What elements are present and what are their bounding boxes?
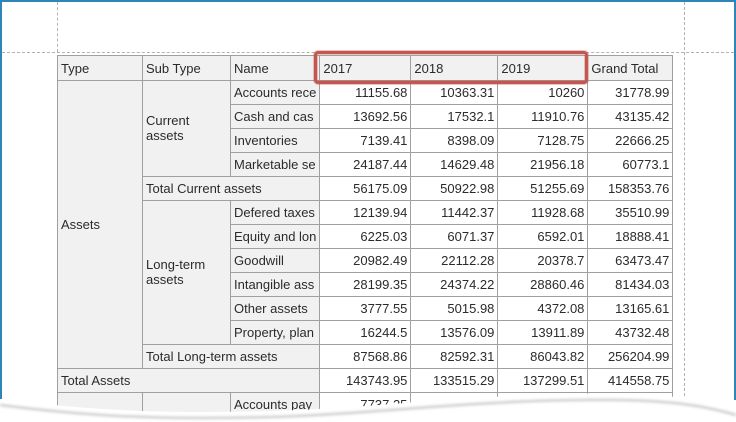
cell-2018[interactable]: 11442.37 [410,200,499,225]
row-header-accounts-receivable[interactable]: Accounts rece [229,80,321,105]
window-border-left [0,0,2,399]
table-row: Intangible ass 28199.35 24374.22 28860.4… [58,272,674,297]
cell-grand-total[interactable]: 13165.61 [587,296,674,321]
cell-grand-total[interactable]: 22666.25 [587,128,674,153]
row-header-marketable-securities[interactable]: Marketable se [229,152,321,177]
print-guide-vertical-left [57,2,58,52]
total-long-term-assets-row: Total Long-term assets 87568.86 82592.31… [58,344,674,369]
cell-grand-total[interactable]: 63473.47 [587,248,674,273]
cell-grand-total[interactable]: 60773.1 [587,152,674,177]
cell-2018[interactable]: 14629.48 [410,152,499,177]
table-row: Assets Current assets Accounts rece 1115… [57,80,674,369]
row-header-total-assets[interactable]: Total Assets [56,368,321,393]
column-header-sub-type[interactable]: Sub Type [142,55,231,81]
cell-2018[interactable]: 17532.1 [410,104,499,129]
window-border-top [0,0,736,2]
cell-2017[interactable]: 3777.55 [319,296,412,321]
row-header-total-long-term-assets[interactable]: Total Long-term assets [141,344,321,369]
cell-2019[interactable]: 137299.51 [497,368,589,393]
cell-2017[interactable]: 12139.94 [319,200,412,225]
cell-2017[interactable]: 28199.35 [319,272,412,297]
cell-2018[interactable]: 24374.22 [410,272,499,297]
cell-2019[interactable]: 21956.18 [497,152,589,177]
cell-grand-total[interactable]: 18888.41 [587,224,674,249]
cell-2019[interactable]: 51255.69 [497,176,589,201]
row-header-goodwill[interactable]: Goodwill [229,248,321,273]
cell-2017[interactable]: 20982.49 [319,248,412,273]
cell-2019[interactable]: 6592.01 [497,224,589,249]
cell-grand-total[interactable]: 81434.03 [587,272,674,297]
cell-2019[interactable]: 11928.68 [497,200,589,225]
cell-grand-total[interactable]: 158353.76 [587,176,674,201]
row-header-other-assets[interactable]: Other assets [229,296,321,321]
row-header-current-assets[interactable]: Current assets [142,80,231,177]
cell-2017[interactable]: 87568.86 [319,344,412,369]
cell-2019[interactable]: 7128.75 [497,128,589,153]
cell-2019[interactable]: 13911.89 [497,320,589,345]
column-header-2017[interactable]: 2017 [319,55,412,81]
cell-2018[interactable]: 6071.37 [410,224,499,249]
row-header-inventories[interactable]: Inventories [229,128,321,153]
table-row: Cash and cas 13692.56 17532.1 11910.76 4… [58,104,674,129]
cell-grand-total[interactable]: 35510.99 [587,200,674,225]
cell-grand-total[interactable]: 43732.48 [587,320,674,345]
cell-2018[interactable]: 13576.09 [410,320,499,345]
row-header-assets[interactable]: Assets [57,80,143,369]
cell-2019[interactable]: 4372.08 [497,296,589,321]
cell-grand-total[interactable]: 256204.99 [587,344,674,369]
cell-2019[interactable]: 86043.82 [497,344,589,369]
cell-grand-total[interactable]: 31778.99 [587,80,674,105]
row-header-cash[interactable]: Cash and cas [229,104,321,129]
cell-2017[interactable]: 7139.41 [319,128,412,153]
column-header-grand-total[interactable]: Grand Total [587,55,674,81]
pivot-table: Type Sub Type Name 2017 2018 2019 Grand … [56,55,674,417]
table-row: Goodwill 20982.49 22112.28 20378.7 63473… [58,248,674,273]
cell-2018[interactable]: 8398.09 [410,128,499,153]
print-guide-horizontal [2,52,734,53]
table-row: Inventories 7139.41 8398.09 7128.75 2266… [58,128,674,153]
window-border-right [734,0,736,400]
column-header-2019[interactable]: 2019 [497,55,589,81]
row-header-long-term-assets[interactable]: Long-term assets [142,200,231,345]
cell-2019[interactable]: 11910.76 [497,104,589,129]
row-header-equity[interactable]: Equity and lon [229,224,321,249]
cell-2017[interactable]: 143743.95 [319,368,412,393]
cell-2017[interactable]: 56175.09 [319,176,412,201]
row-header-total-current-assets[interactable]: Total Current assets [141,176,321,201]
table-row: Other assets 3777.55 5015.98 4372.08 131… [58,296,674,321]
print-guide-vertical-right [684,2,685,396]
column-header-name[interactable]: Name [229,55,321,81]
table-row: Long-term assets Defered taxes 12139.94 … [58,200,674,345]
cell-grand-total[interactable]: 43135.42 [587,104,674,129]
row-header-property-plant[interactable]: Property, plan [229,320,321,345]
cell-2017[interactable]: 6225.03 [319,224,412,249]
cell-2018[interactable]: 10363.31 [410,80,499,105]
cell-2018[interactable]: 5015.98 [410,296,499,321]
cell-2018[interactable]: 82592.31 [410,344,499,369]
cell-2018[interactable]: 50922.98 [410,176,499,201]
row-header-deferred-taxes[interactable]: Defered taxes [229,200,321,225]
cell-2017[interactable]: 11155.68 [319,80,412,105]
total-assets-row: Total Assets 143743.95 133515.29 137299.… [56,368,674,393]
header-row: Type Sub Type Name 2017 2018 2019 Grand … [57,55,674,81]
cell-2019[interactable]: 10260 [497,80,589,105]
cell-2017[interactable]: 16244.5 [319,320,412,345]
torn-edge-wave [0,393,736,422]
table-row: Property, plan 16244.5 13576.09 13911.89… [58,320,674,345]
table-row: Equity and lon 6225.03 6071.37 6592.01 1… [58,224,674,249]
cell-2017[interactable]: 24187.44 [319,152,412,177]
cell-2019[interactable]: 20378.7 [497,248,589,273]
torn-edge-fill [0,393,736,422]
total-current-assets-row: Total Current assets 56175.09 50922.98 5… [58,176,674,201]
cell-2017[interactable]: 13692.56 [319,104,412,129]
cell-2019[interactable]: 28860.46 [497,272,589,297]
column-header-2018[interactable]: 2018 [410,55,499,81]
row-header-intangible-assets[interactable]: Intangible ass [229,272,321,297]
cell-2018[interactable]: 22112.28 [410,248,499,273]
torn-edge-shadow [0,398,736,420]
column-header-type[interactable]: Type [57,55,143,81]
